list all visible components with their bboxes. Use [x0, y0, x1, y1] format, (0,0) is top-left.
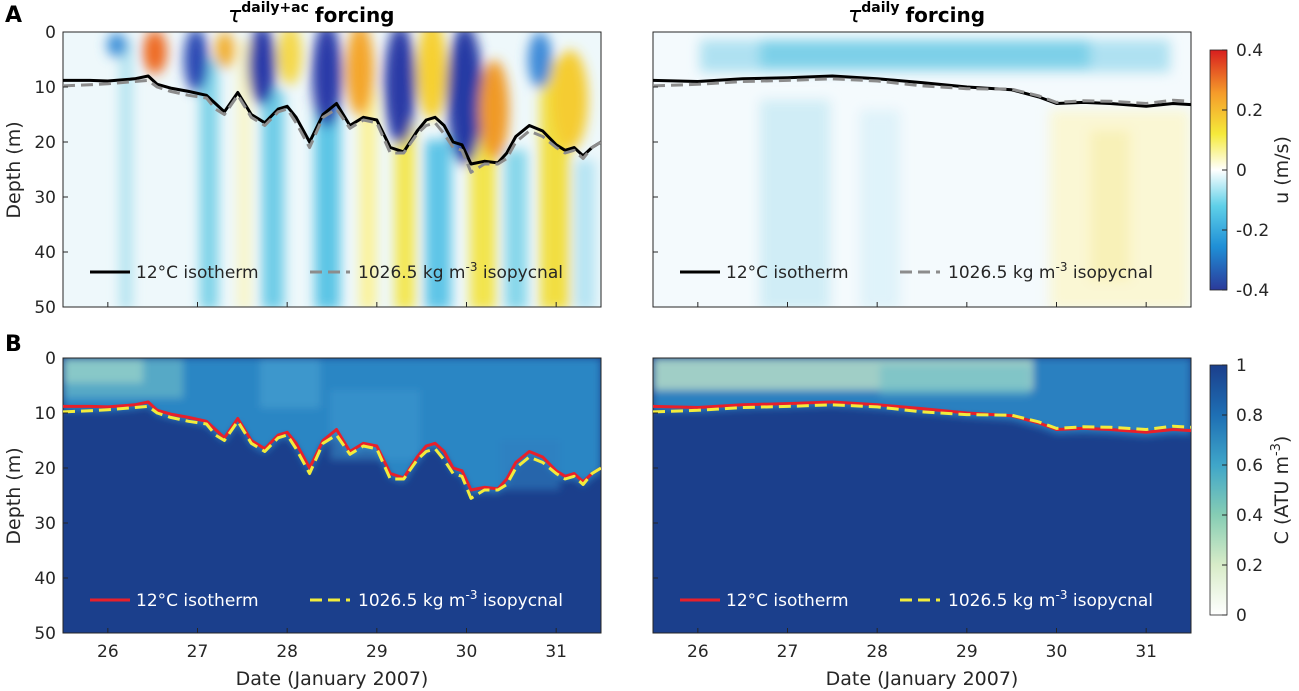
legend-isopycnal-label: 1026.5 kg m-3 isopycnal	[358, 588, 563, 611]
legend-a-right: 12°C isotherm 1026.5 kg m-3 isopycnal	[680, 260, 1153, 283]
legend-b-left: 12°C isotherm 1026.5 kg m-3 isopycnal	[90, 588, 563, 611]
legend-isotherm-label: 12°C isotherm	[136, 263, 259, 283]
legend-isotherm-label: 12°C isotherm	[726, 591, 849, 611]
isotherm-line	[63, 74, 601, 166]
ylabel-top: Depth (m)	[3, 121, 25, 218]
legend-isotherm-label: 12°C isotherm	[136, 591, 259, 611]
colorbar-tick-label: -0.2	[1236, 221, 1269, 241]
panel-b-right-frame	[652, 357, 1192, 634]
legend-isopycnal-label: 1026.5 kg m-3 isopycnal	[948, 588, 1153, 611]
xtick-label: 26	[687, 642, 709, 662]
ytick-label: 40	[34, 569, 56, 589]
ytick-label: 30	[34, 188, 56, 208]
ytick-label: 10	[34, 78, 56, 98]
axis-ticks: 0 10 20 30 40 50 0 10 20 30 40 50 26 27 28 29 30 31 26 27 28…	[34, 23, 1157, 662]
colorbar-tick-label: 0.4	[1236, 506, 1263, 526]
ytick-label: 0	[45, 349, 56, 369]
isotherm-line	[653, 400, 1191, 434]
colorbar-tick-label: 0	[1236, 606, 1247, 626]
xtick-label: 27	[777, 642, 799, 662]
xtick-label: 30	[1046, 642, 1068, 662]
lines-b-left	[63, 400, 601, 500]
colorbar-u-label: u (m/s)	[1271, 136, 1293, 204]
isopycnal-line	[63, 78, 601, 174]
panel-letter-b: B	[5, 332, 22, 357]
colorbar-tick-label: -0.4	[1236, 281, 1269, 301]
title-left: τdaily+ac forcing	[228, 0, 395, 28]
colorbar-tick-label: 0.8	[1236, 406, 1263, 426]
isotherm-line	[653, 74, 1191, 108]
xtick-label: 30	[456, 642, 478, 662]
title-right: τdaily forcing	[848, 0, 985, 28]
xlabel-right: Date (January 2007)	[826, 668, 1019, 690]
colorbar-c-label: C (ATU m-3)	[1269, 436, 1293, 545]
title-left-text: forcing	[315, 3, 395, 27]
xtick-label: 27	[187, 642, 209, 662]
legend-isopycnal-label: 1026.5 kg m-3 isopycnal	[358, 260, 563, 283]
colorbar-tick-label: 0.2	[1236, 556, 1263, 576]
ytick-label: 10	[34, 404, 56, 424]
ytick-label: 0	[45, 23, 56, 43]
ytick-label: 50	[34, 624, 56, 644]
panel-b-left-field	[63, 358, 601, 633]
xtick-label: 26	[97, 642, 119, 662]
ytick-label: 50	[34, 298, 56, 318]
isopycnal-line	[653, 77, 1191, 105]
xlabel-left: Date (January 2007)	[236, 668, 429, 690]
colorbar-tick-label: 0	[1236, 161, 1247, 181]
xtick-label: 31	[545, 642, 567, 662]
colorbar-c-ticks: 1 0.8 0.6 0.4 0.2 0	[1222, 356, 1263, 626]
isotherm-line	[63, 400, 601, 492]
panel-a-left-frame	[62, 31, 602, 308]
xtick-label: 29	[956, 642, 978, 662]
lines-a-right	[653, 74, 1191, 108]
colorbar-tick-label: 0.4	[1236, 41, 1263, 61]
xtick-label: 28	[866, 642, 888, 662]
ytick-label: 30	[34, 514, 56, 534]
legend-b-right: 12°C isotherm 1026.5 kg m-3 isopycnal	[680, 588, 1153, 611]
colorbar-tick-label: 0.6	[1236, 456, 1263, 476]
legend-isotherm-label: 12°C isotherm	[726, 263, 849, 283]
xtick-label: 29	[366, 642, 388, 662]
ylabel-bottom: Depth (m)	[3, 447, 25, 544]
colorbar-u-ticks: 0.4 0.2 0 -0.2 -0.4	[1222, 41, 1269, 301]
ytick-label: 20	[34, 133, 56, 153]
lines-b-right	[653, 400, 1191, 434]
ytick-label: 20	[34, 459, 56, 479]
title-left-symbol: τ	[228, 3, 242, 28]
title-right-superscript: daily	[861, 0, 899, 16]
xtick-label: 31	[1135, 642, 1157, 662]
ytick-label: 40	[34, 243, 56, 263]
legend-a-left: 12°C isotherm 1026.5 kg m-3 isopycnal	[90, 260, 563, 283]
panel-letter-a: A	[5, 3, 22, 28]
panel-b-left-frame	[62, 357, 602, 634]
isopycnal-line	[63, 404, 601, 500]
xtick-label: 28	[276, 642, 298, 662]
title-right-symbol: τ	[848, 3, 862, 28]
isopycnal-line	[653, 403, 1191, 431]
title-right-text: forcing	[905, 3, 985, 27]
colorbar-tick-label: 0.2	[1236, 101, 1263, 121]
colorbar-tick-label: 1	[1236, 356, 1247, 376]
colorbar-c	[1209, 364, 1228, 616]
lines-a-left	[63, 74, 601, 174]
title-left-superscript: daily+ac	[241, 0, 309, 16]
legend-isopycnal-label: 1026.5 kg m-3 isopycnal	[948, 260, 1153, 283]
contour-lines	[63, 74, 1191, 500]
panel-a-right-frame	[652, 31, 1192, 308]
